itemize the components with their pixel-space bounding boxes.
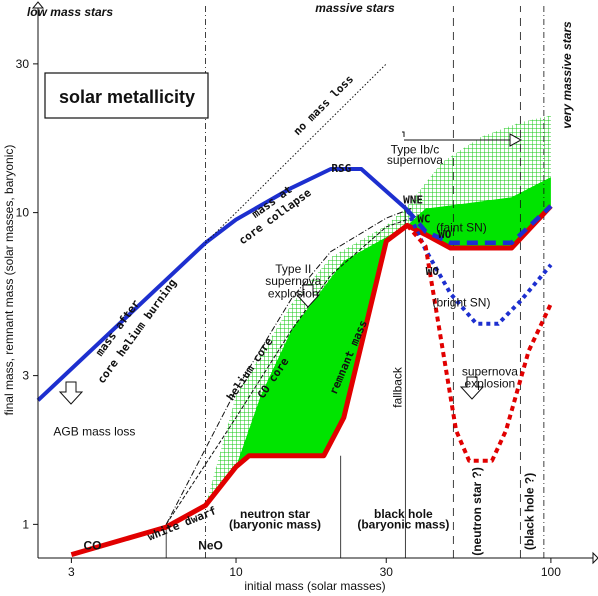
annotation-label: (faint SN) [436, 220, 487, 234]
x-tick-label: 10 [229, 565, 243, 579]
curve-label: WNE [403, 193, 423, 206]
curve-label: WO [438, 228, 452, 241]
annotation-label: explosion [465, 376, 516, 390]
region-label: NeO [198, 539, 223, 553]
region-label: (black hole ?) [522, 473, 536, 550]
region-label: neutron star [240, 507, 310, 521]
region-label: CO [83, 539, 101, 553]
top-label-low-mass: low mass stars [27, 5, 113, 19]
y-tick-label: 3 [22, 369, 29, 383]
series-line-8 [405, 224, 553, 463]
top-label-massive: massive stars [315, 1, 395, 15]
solid-region-1 [407, 177, 551, 248]
annotation-label: explosion [268, 286, 319, 300]
x-tick-label: 30 [380, 565, 394, 579]
curve-label: no mass loss [291, 73, 356, 138]
y-tick-label: 30 [16, 57, 30, 71]
series-line-2 [70, 204, 553, 558]
annotation-label: fallback [390, 366, 404, 408]
down-arrow-icon [58, 381, 84, 405]
series-line-0 [36, 241, 207, 402]
annotation-label: supernova [462, 365, 518, 379]
x-axis-label: initial mass (solar masses) [244, 579, 385, 593]
annotation-label: supernova [387, 153, 443, 167]
series-line-1 [204, 167, 409, 245]
region-label: black hole [374, 507, 433, 521]
series-line-3 [205, 63, 387, 244]
right-arrow-icon [402, 131, 510, 141]
region-label: (neutron star ?) [470, 467, 484, 556]
title-box: solar metallicity [44, 72, 209, 119]
region-label: (baryonic mass) [229, 517, 321, 531]
x-tick-label: 3 [68, 565, 75, 579]
chart-title: solar metallicity [59, 87, 195, 107]
arrow-glyphs [58, 131, 523, 405]
y-tick-label: 10 [16, 206, 30, 220]
curve-label: WO [426, 265, 440, 278]
axes [31, 1, 598, 565]
down-arrow-icon [295, 284, 321, 308]
curve-label: WC [417, 212, 430, 225]
curve-label: RSG [331, 162, 351, 175]
top-label-very-massive: very massive stars [560, 21, 574, 129]
region-label: (baryonic mass) [357, 517, 449, 531]
solid-region-0 [236, 225, 408, 467]
x-tick-label: 100 [541, 565, 561, 579]
annotation-label: (bright SN) [432, 295, 490, 309]
y-axis-label: final mass, remnant mass (solar masses, … [2, 145, 16, 416]
annotation-label: supernova [265, 274, 321, 288]
annotation-label: Type Ib/c [391, 142, 440, 156]
series-line-6 [405, 204, 553, 246]
y-tick-label: 1 [22, 517, 29, 531]
series-line-4 [165, 208, 412, 525]
annotation-label: AGB mass loss [53, 424, 135, 438]
annotation-label: Type II [275, 262, 311, 276]
down-arrow-icon [459, 376, 485, 400]
